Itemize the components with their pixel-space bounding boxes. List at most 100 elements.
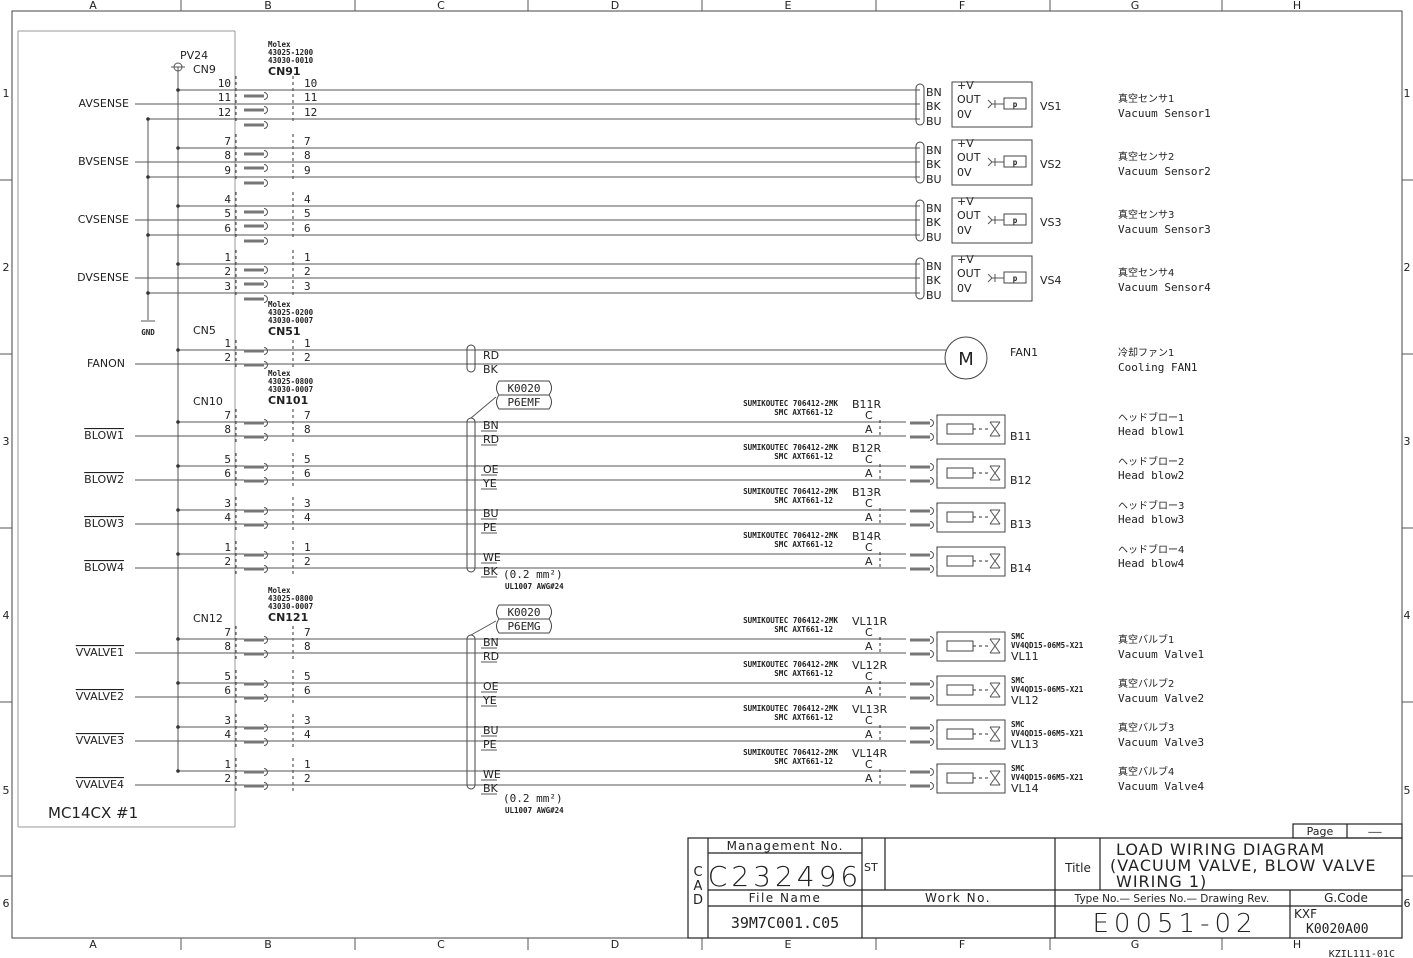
plug-end	[929, 507, 934, 515]
terminal-label: C	[865, 541, 873, 554]
plug-body	[244, 638, 264, 642]
plug-body	[910, 421, 930, 425]
pin-number: 8	[304, 149, 311, 162]
valve-shape	[989, 465, 1001, 481]
plug-body	[244, 726, 264, 730]
column-label-bottom: D	[611, 938, 619, 951]
device-id: VL13	[1011, 738, 1039, 751]
plug-body	[244, 652, 264, 656]
pin-number: 2	[224, 265, 231, 278]
connector-part-number: 43030-0007	[268, 602, 313, 611]
plug-icon	[244, 463, 268, 471]
pin-number: 9	[224, 164, 231, 177]
junction-dot	[146, 175, 150, 179]
sensor-box	[951, 197, 1033, 244]
connector-part: SUMIKOUTEC 706412-2MK	[743, 399, 838, 408]
plug-icon	[244, 565, 268, 573]
controller-connector-label: CN9	[193, 63, 216, 76]
pin-number: 2	[304, 555, 311, 568]
plug-end	[929, 782, 934, 790]
plug-icon	[910, 521, 934, 529]
connector-part-number: Molex	[268, 369, 291, 378]
connector-part-number: Molex	[268, 586, 291, 595]
connector-part: SMC AXT661-12	[774, 496, 833, 505]
junction-dot	[176, 637, 180, 641]
connector-id: B13R	[852, 486, 882, 499]
connector-id: B14R	[852, 530, 882, 543]
sym	[987, 103, 993, 109]
pin-number: 2	[304, 265, 311, 278]
plug-end	[263, 179, 268, 187]
valve-maker: SMC	[1011, 632, 1025, 641]
device-id: VL12	[1011, 694, 1039, 707]
pin-number: 3	[224, 714, 231, 727]
pressure-switch-icon: p	[987, 213, 1027, 226]
pin-number: 10	[218, 77, 231, 90]
column-label-bottom: F	[959, 938, 965, 951]
type-label: Type No.— Series No.— Drawing Rev.	[1074, 893, 1270, 905]
column-label-top: F	[959, 0, 965, 12]
device-name-en: Vacuum Valve4	[1118, 780, 1204, 793]
plug-end	[929, 650, 934, 658]
valve-maker: SMC	[1011, 764, 1025, 773]
sensor-circuit-VS1: 10 10 BN +V 11 11 BK OUT 12 12 BU 0V AVSENSE p VS1 真空セン…	[79, 76, 1211, 129]
motor-symbol: M	[958, 349, 974, 370]
pressure-symbol: p	[1013, 100, 1018, 109]
pin-number: 2	[304, 351, 311, 364]
signal-label: VVALVE3	[76, 734, 124, 747]
plug-icon	[244, 237, 268, 245]
row-label-right: 3	[1404, 435, 1411, 448]
column-label-top: E	[785, 0, 792, 12]
plug-body	[244, 349, 264, 353]
plug-body	[244, 152, 264, 156]
sensor-circuit-VS2: 7 7 BN +V 8 8 BK OUT 9 9 BU 0V BVSENSE p VS2 真空センサ2 Vacu…	[78, 134, 1211, 187]
pin-number: 8	[304, 423, 311, 436]
pin-number: 6	[224, 684, 231, 697]
connector-part-number: 43025-0800	[268, 594, 314, 603]
wire-color-label: RD	[483, 433, 499, 446]
cable-bundle-icon	[915, 257, 925, 300]
solenoid-icon	[946, 423, 974, 435]
plug-end	[263, 680, 268, 688]
pin-number: 6	[304, 467, 311, 480]
cable-type: P6EMG	[507, 620, 540, 633]
device-name-en: Cooling FAN1	[1118, 361, 1197, 374]
pin-number: 8	[224, 149, 231, 162]
terminal-label: +V	[957, 137, 974, 150]
pin-number: 3	[304, 497, 311, 510]
device-name-jp: 真空センサ1	[1118, 92, 1174, 105]
plug-body	[244, 181, 264, 185]
device-name-jp: 真空センサ4	[1118, 266, 1174, 279]
row-label-left: 3	[3, 435, 10, 448]
plug-end	[263, 724, 268, 732]
terminal-label: OUT	[957, 93, 981, 106]
plug-icon	[244, 724, 268, 732]
connector-id: VL13R	[852, 703, 888, 716]
plug-body	[910, 553, 930, 557]
harness-connector-label: CN121	[268, 611, 308, 624]
plug-end	[263, 507, 268, 515]
plug-body	[244, 567, 264, 571]
plug-end	[263, 565, 268, 573]
terminal-label: C	[865, 670, 873, 683]
page-label: Page	[1307, 825, 1334, 838]
pin-number: 12	[218, 106, 231, 119]
column-label-top: A	[89, 0, 97, 12]
plug-icon	[910, 782, 934, 790]
plug-body	[910, 638, 930, 642]
terminal-label: OUT	[957, 209, 981, 222]
plug-icon	[244, 106, 268, 114]
terminal-label: A	[865, 640, 873, 653]
pin-number: 1	[224, 337, 231, 350]
wire-color-label: RD	[483, 349, 499, 362]
plug-icon	[244, 782, 268, 790]
pin-number: 6	[224, 222, 231, 235]
plug-icon	[910, 507, 934, 515]
solenoid-icon	[946, 555, 974, 567]
plug-icon	[910, 650, 934, 658]
signal-label: BLOW3	[84, 517, 124, 530]
plug-icon	[244, 419, 268, 427]
plug-end	[263, 551, 268, 559]
